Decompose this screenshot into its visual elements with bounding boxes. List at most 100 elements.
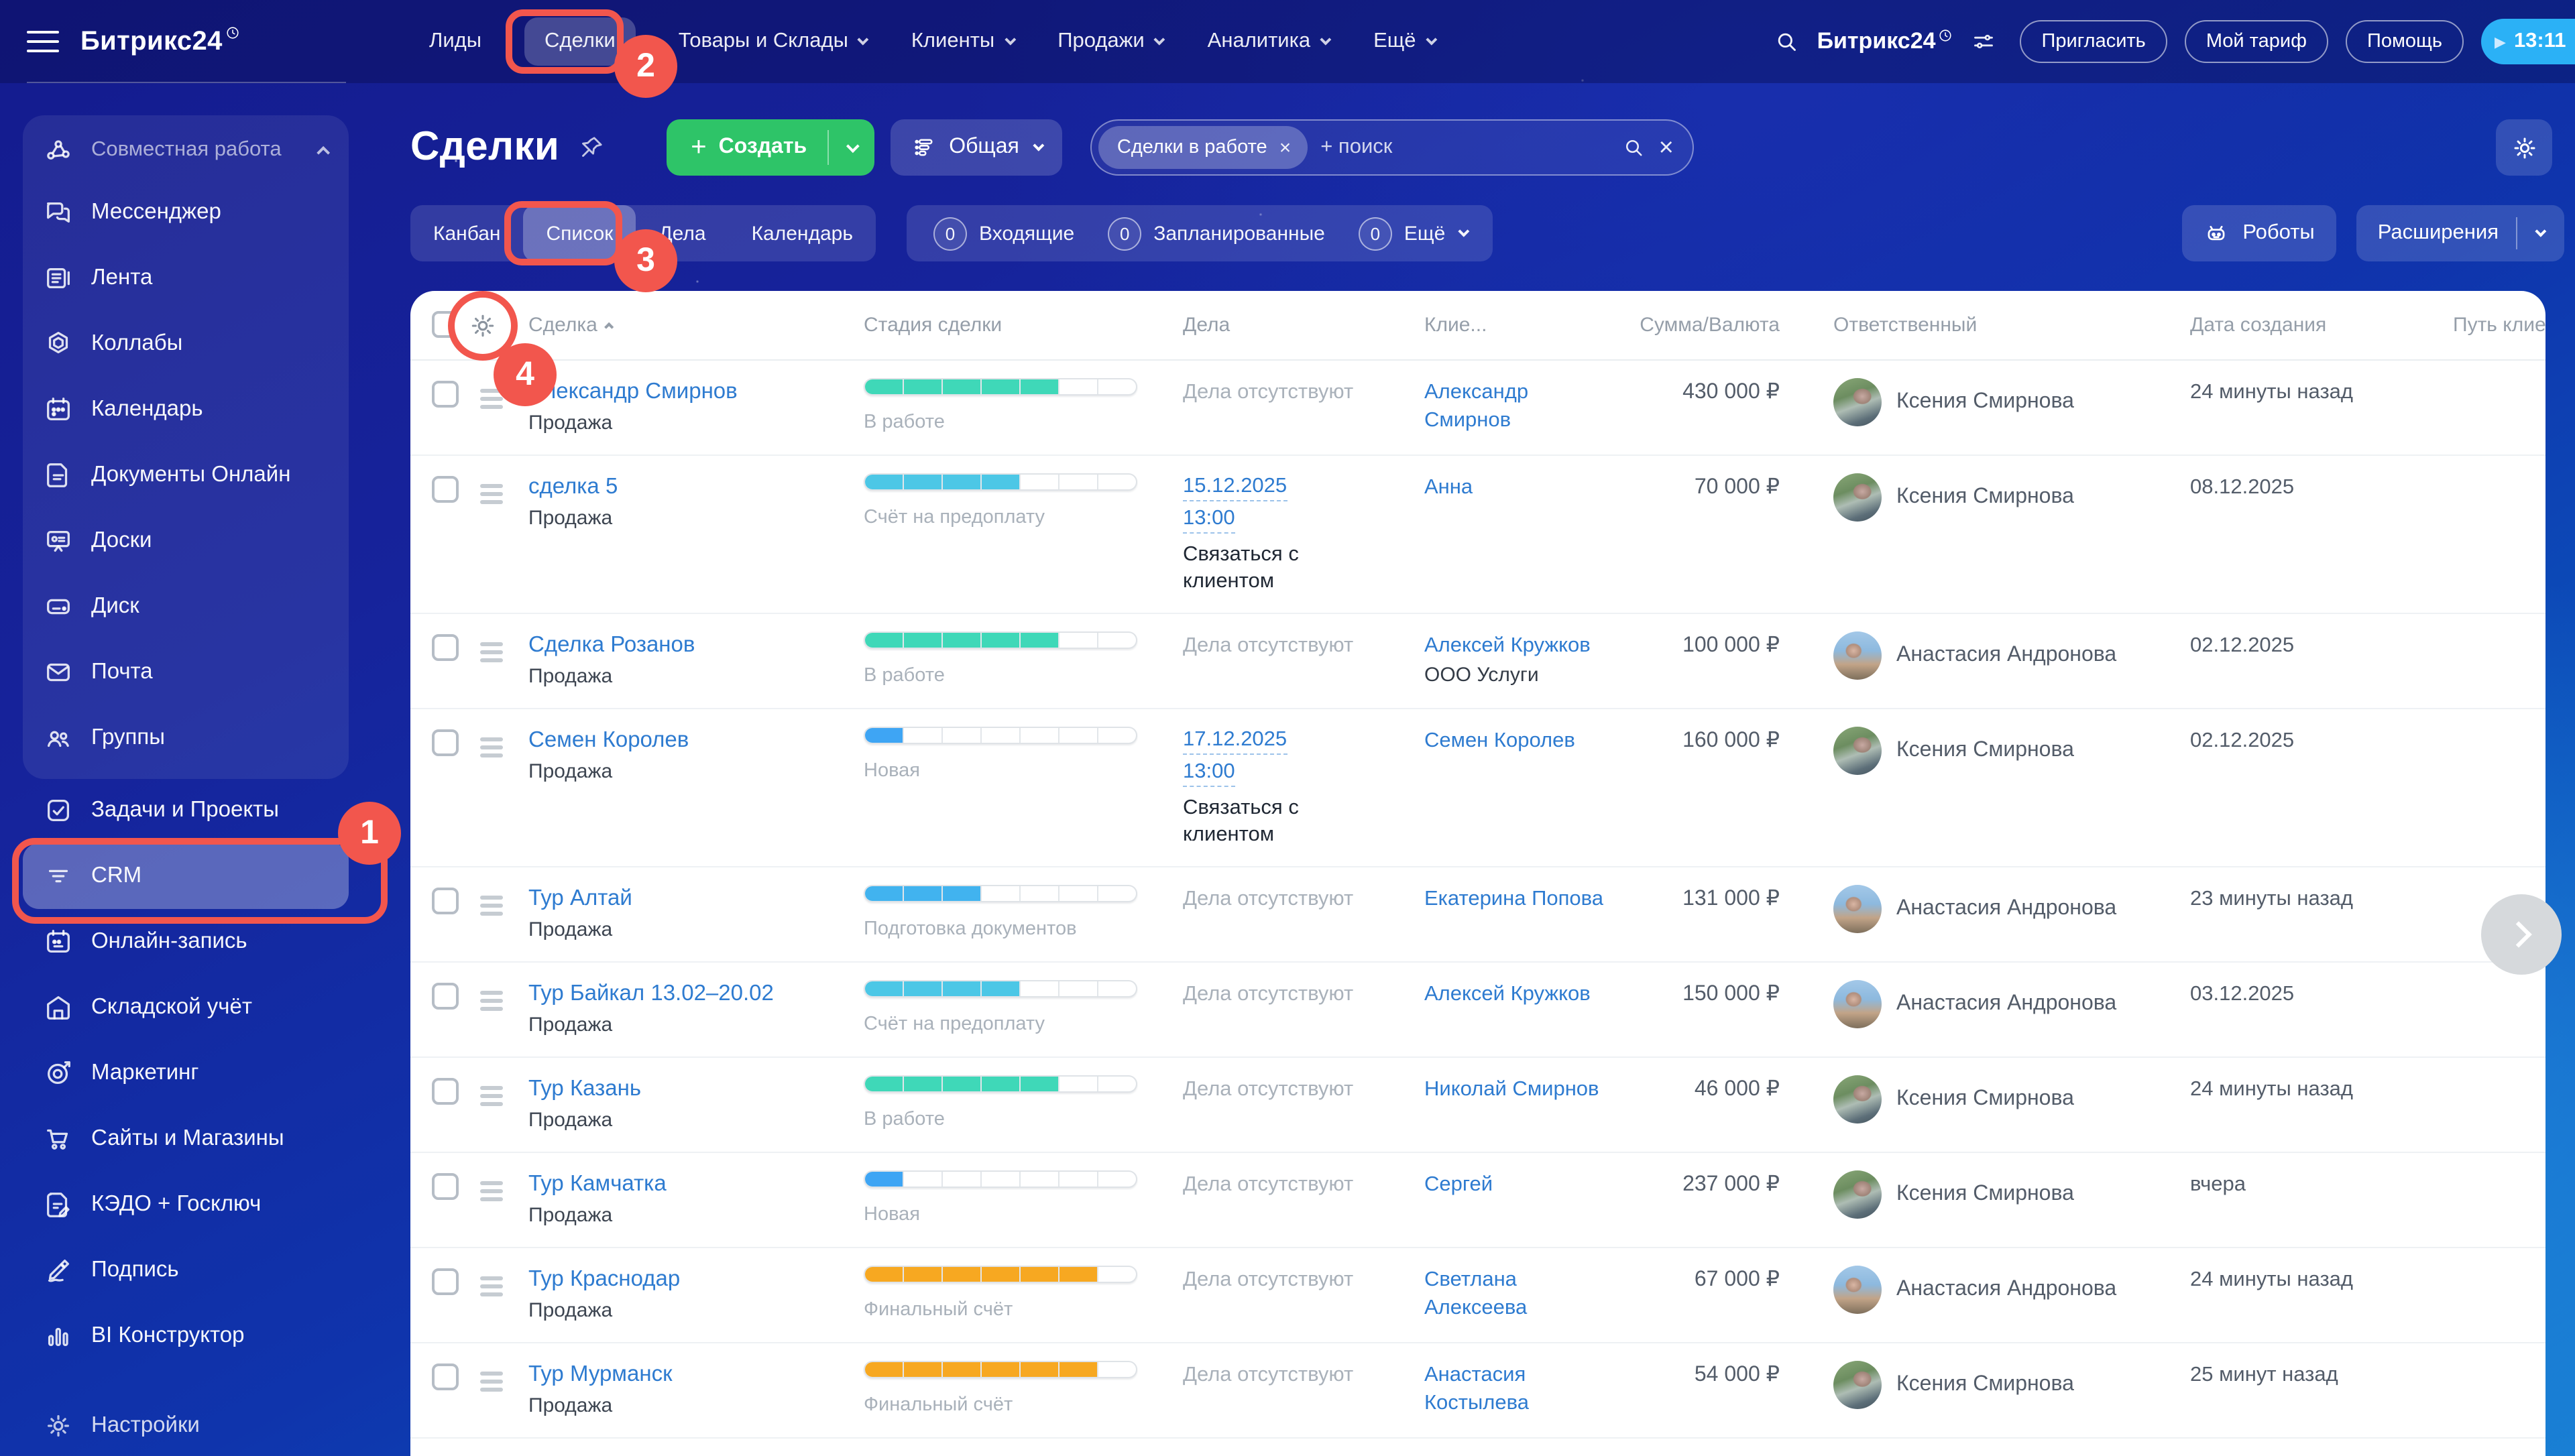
activity-date-link[interactable]: 17.12.2025 <box>1183 727 1288 755</box>
table-row[interactable]: Семен Королев Продажа Новая 17.12.2025 13:00… <box>410 708 2545 866</box>
search-input[interactable]: Сделки в работе × + поиск × <box>1090 119 1694 176</box>
filter-sliders-icon[interactable] <box>1971 28 1998 55</box>
chevron-down-icon[interactable] <box>2535 225 2547 237</box>
drag-handle-icon[interactable] <box>480 1368 503 1396</box>
nav-item-sales[interactable]: Продажи <box>1055 17 1165 66</box>
sidebar-item-tasks[interactable]: Задачи и Проекты <box>23 778 349 843</box>
counter-1[interactable]: 0 Запланированные <box>1108 217 1325 250</box>
client-link[interactable]: Екатерина Попова <box>1424 888 1604 910</box>
deal-link[interactable]: Тур Мурманск <box>528 1362 673 1386</box>
row-checkbox[interactable] <box>432 983 459 1010</box>
sidebar-item-disk[interactable]: Диск <box>23 574 349 640</box>
sidebar-section-collab[interactable]: Совместная работа <box>23 121 349 180</box>
row-checkbox[interactable] <box>432 476 459 503</box>
sidebar-item-mail[interactable]: Почта <box>23 640 349 705</box>
table-row[interactable]: Тур Алтай Продажа Подготовка документов Дел… <box>410 866 2545 961</box>
sidebar-item-sign[interactable]: Подпись <box>23 1237 349 1303</box>
row-checkbox[interactable] <box>432 1078 459 1105</box>
table-row[interactable]: Тур Краснодар Продажа Финальный счёт Дела о… <box>410 1247 2545 1342</box>
sidebar-item-docs[interactable]: Документы Онлайн <box>23 442 349 508</box>
sidebar-item-bi[interactable]: BI Конструктор <box>23 1303 349 1369</box>
drag-handle-icon[interactable] <box>480 892 503 920</box>
deal-link[interactable]: Александр Смирнов <box>528 379 738 404</box>
client-link[interactable]: Алексей Кружков <box>1424 983 1591 1006</box>
row-checkbox[interactable] <box>432 634 459 661</box>
sidebar-item-booking[interactable]: Онлайн-запись <box>23 909 349 975</box>
table-row[interactable]: Тур Мурманск Продажа Финальный счёт Дела от… <box>410 1342 2545 1437</box>
sidebar-item-groups[interactable]: Группы <box>23 705 349 771</box>
select-all-checkbox[interactable] <box>432 310 459 337</box>
row-checkbox[interactable] <box>432 1173 459 1200</box>
table-row[interactable]: Тур СочиПродажаДела отсутствуютВалерия12… <box>410 1437 2545 1456</box>
deal-link[interactable]: сделка 5 <box>528 475 618 499</box>
column-header-stage[interactable]: Стадия сделки <box>864 314 1003 337</box>
chevron-down-icon[interactable] <box>846 139 859 153</box>
drag-handle-icon[interactable] <box>480 1082 503 1111</box>
robots-button[interactable]: Роботы <box>2182 205 2336 261</box>
counter-2[interactable]: 0 Ещё <box>1358 217 1469 250</box>
sidebar-item-kedo[interactable]: КЭДО + Госключ <box>23 1172 349 1237</box>
activity-date-link[interactable]: 15.12.2025 <box>1183 473 1288 501</box>
sidebar-item-boards[interactable]: Доски <box>23 508 349 574</box>
clear-search-icon[interactable]: × <box>1658 133 1674 162</box>
menu-icon[interactable] <box>27 24 59 58</box>
pin-icon[interactable] <box>578 134 605 161</box>
client-link[interactable]: Александр Смирнов <box>1424 381 1529 432</box>
column-header-responsible[interactable]: Ответственный <box>1833 314 1978 337</box>
tab-calendar[interactable]: Календарь <box>729 205 876 261</box>
column-header-sum[interactable]: Сумма/Валюта <box>1640 314 1780 337</box>
deal-link[interactable]: Сделка Розанов <box>528 633 695 657</box>
row-checkbox[interactable] <box>432 381 459 408</box>
invite-button[interactable]: Пригласить <box>2020 20 2167 63</box>
drag-handle-icon[interactable] <box>480 385 503 414</box>
table-row[interactable]: Тур Казань Продажа В работе Дела отсутствую… <box>410 1056 2545 1152</box>
sidebar-item-collabs[interactable]: Коллабы <box>23 311 349 377</box>
search-icon[interactable] <box>1773 28 1800 55</box>
my-plan-button[interactable]: Мой тариф <box>2184 20 2328 63</box>
drag-handle-icon[interactable] <box>480 987 503 1016</box>
table-settings-gear[interactable] <box>480 312 528 338</box>
column-header-deal[interactable]: Сделка <box>528 314 864 337</box>
table-row[interactable]: Сделка Розанов Продажа В работе Дела отсутс… <box>410 613 2545 708</box>
logo[interactable]: Битрикс24 <box>80 26 241 57</box>
chip-remove-icon[interactable]: × <box>1279 136 1292 159</box>
nav-item-more[interactable]: Ещё <box>1371 17 1437 66</box>
table-row[interactable]: Тур Байкал 13.02–20.02 Продажа Счёт на пре… <box>410 961 2545 1056</box>
sidebar-item-marketing[interactable]: Маркетинг <box>23 1040 349 1106</box>
deal-link[interactable]: Тур Камчатка <box>528 1172 667 1196</box>
time-tracker[interactable]: ▶ 13:11 <box>2481 19 2575 64</box>
filter-chip[interactable]: Сделки в работе × <box>1098 126 1308 169</box>
column-header-todo[interactable]: Дела <box>1183 314 1231 337</box>
drag-handle-icon[interactable] <box>480 480 503 509</box>
column-header-created[interactable]: Дата создания <box>2190 314 2327 337</box>
drag-handle-icon[interactable] <box>480 1177 503 1206</box>
deal-link[interactable]: Тур Байкал 13.02–20.02 <box>528 981 774 1006</box>
client-link[interactable]: Светлана Алексеева <box>1424 1268 1528 1319</box>
row-checkbox[interactable] <box>432 1363 459 1390</box>
drag-handle-icon[interactable] <box>480 638 503 667</box>
deal-link[interactable]: Тур Алтай <box>528 886 632 910</box>
activity-date-link[interactable]: 13:00 <box>1183 759 1235 787</box>
portal-name[interactable]: Битрикс24 <box>1817 28 1953 55</box>
sidebar-item-feed[interactable]: Лента <box>23 245 349 311</box>
table-row[interactable]: Тур Камчатка Продажа Новая Дела отсутствуют… <box>410 1152 2545 1247</box>
extensions-button[interactable]: Расширения <box>2356 205 2564 261</box>
table-row[interactable]: Александр Смирнов Продажа В работе Дела отс… <box>410 361 2545 454</box>
sidebar-item-settings[interactable]: Настройки <box>23 1393 349 1456</box>
counter-0[interactable]: 0 Входящие <box>933 217 1074 250</box>
search-icon[interactable] <box>1621 135 1646 160</box>
deal-link[interactable]: Семен Королев <box>528 728 689 752</box>
table-row[interactable]: сделка 5 Продажа Счёт на предоплату 15.12.2… <box>410 454 2545 613</box>
create-button[interactable]: + Создать <box>667 119 874 176</box>
client-link[interactable]: Николай Смирнов <box>1424 1078 1599 1101</box>
client-link[interactable]: Семен Королев <box>1424 729 1575 752</box>
nav-item-leads[interactable]: Лиды <box>426 17 484 66</box>
sidebar-item-messenger[interactable]: Мессенджер <box>23 180 349 245</box>
client-link[interactable]: Сергей <box>1424 1173 1493 1196</box>
next-page-button[interactable] <box>2481 894 2562 975</box>
activity-date-link[interactable]: 13:00 <box>1183 505 1235 534</box>
nav-item-products[interactable]: Товары и Склады <box>676 17 870 66</box>
sidebar-item-crm[interactable]: CRM <box>23 843 349 909</box>
drag-handle-icon[interactable] <box>480 733 503 762</box>
sidebar-item-sites[interactable]: Сайты и Магазины <box>23 1106 349 1172</box>
